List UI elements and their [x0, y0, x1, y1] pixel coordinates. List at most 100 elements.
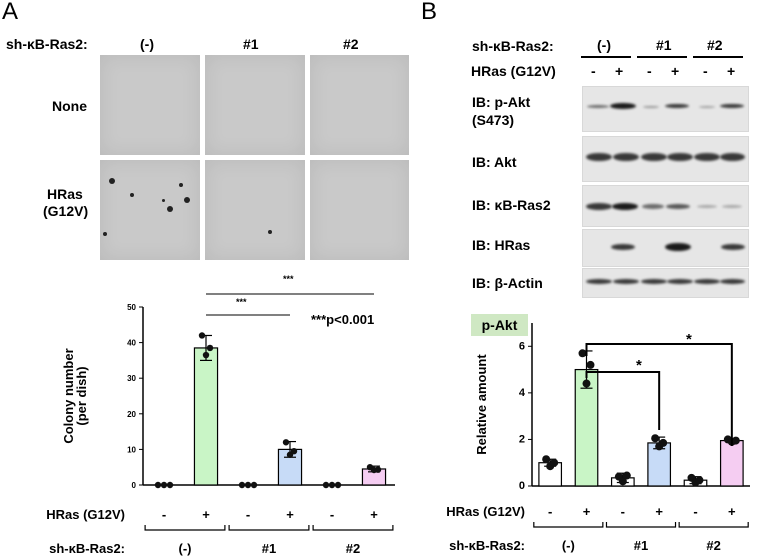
y-tick-label: 0	[519, 480, 525, 492]
panel-b-group-label: #2	[707, 37, 723, 53]
colony-photo	[310, 160, 409, 260]
blot-label: IB: β-Actin	[472, 275, 543, 291]
data-point	[695, 476, 704, 485]
y-tick-label: 10	[127, 445, 136, 454]
sign-label: -	[162, 507, 166, 522]
y-tick-label: 20	[127, 410, 136, 419]
group-bracket	[312, 525, 394, 531]
blot-band	[587, 105, 609, 108]
group-label: #1	[634, 538, 648, 553]
blot-band	[694, 279, 720, 284]
colony-dot	[184, 197, 190, 203]
blot-band	[613, 153, 639, 161]
blot-label: IB: p-Akt	[472, 94, 531, 110]
data-point	[618, 477, 627, 486]
blot-band	[699, 106, 715, 108]
sign-label: -	[647, 63, 652, 79]
p-akt-tag: p-Akt	[471, 314, 528, 336]
bar	[719, 439, 744, 487]
group-bracket	[144, 525, 226, 531]
group-label: #2	[706, 538, 720, 553]
group-bracket	[533, 522, 604, 528]
blot-label: IB: HRas	[472, 237, 531, 253]
data-point	[206, 344, 214, 352]
data-point	[731, 436, 740, 445]
sign-label: -	[246, 507, 250, 522]
y-tick-label: 50	[127, 303, 136, 312]
y-tick-label: 6	[519, 340, 525, 352]
sign-label: +	[286, 507, 294, 522]
sign-label: +	[727, 63, 736, 79]
blot-label: IB: κB-Ras2	[472, 197, 551, 213]
data-point	[651, 434, 660, 443]
sign-label: -	[693, 504, 697, 519]
blot-band	[666, 204, 690, 209]
blot-band	[641, 279, 667, 284]
colony-dot	[162, 199, 165, 202]
significance-stars: ***	[236, 297, 247, 307]
colony-photo	[100, 55, 200, 155]
data-point	[550, 458, 559, 467]
blot-band	[665, 243, 691, 251]
sign-label: -	[591, 63, 596, 79]
data-point	[154, 481, 162, 489]
panel-a-row-label: None	[52, 98, 87, 114]
data-point	[659, 438, 668, 447]
y-axis-label: Relative amount	[474, 354, 489, 455]
significance-bracket	[585, 343, 733, 446]
significance-stars: ***	[283, 274, 294, 284]
y-tick-label: 4	[519, 387, 526, 399]
group-bar	[581, 56, 631, 58]
colony-dot	[109, 178, 115, 184]
blot-band	[643, 106, 659, 108]
blot-band	[694, 153, 720, 161]
data-point	[244, 481, 252, 489]
sign-label: -	[621, 504, 625, 519]
y-tick-label: 30	[127, 374, 136, 383]
colony-photo	[205, 160, 305, 260]
data-point	[166, 481, 174, 489]
blot-band	[722, 205, 742, 208]
data-point	[578, 349, 587, 358]
significance-bracket	[585, 371, 661, 430]
sign-label: +	[655, 504, 663, 519]
panel-b-group-label: (-)	[597, 37, 611, 53]
blot-band	[667, 153, 693, 161]
data-point	[582, 379, 591, 388]
colony-photo	[310, 55, 409, 155]
blot-band	[665, 104, 689, 108]
significance-stars: *	[636, 357, 642, 374]
row-label: sh-κB-Ras2:	[449, 538, 525, 553]
data-point	[160, 481, 168, 489]
blot-band	[720, 153, 745, 161]
bar	[193, 347, 219, 486]
panel-a-col-label: (-)	[140, 36, 154, 52]
blot-band	[720, 104, 744, 108]
group-label: #2	[346, 541, 360, 556]
panel-a-row-label: HRas	[47, 186, 83, 202]
blot-band	[586, 279, 612, 284]
data-point	[238, 481, 246, 489]
panel-b-group-label: #1	[656, 37, 672, 53]
panel-a-letter: A	[2, 0, 19, 25]
group-label: (-)	[562, 538, 575, 553]
data-point	[586, 360, 595, 369]
y-tick-label: 40	[127, 339, 136, 348]
sign-label: -	[548, 504, 552, 519]
sign-label: -	[703, 63, 708, 79]
group-bar	[637, 56, 687, 58]
sign-label: +	[583, 504, 591, 519]
blot-band	[586, 153, 612, 161]
row-label: HRas (G12V)	[46, 507, 125, 522]
data-point	[290, 447, 298, 455]
panel-b-letter: B	[421, 0, 438, 25]
data-point	[322, 481, 330, 489]
colony-photo	[205, 55, 305, 155]
blot-band	[611, 244, 635, 250]
colony-dot	[179, 183, 183, 187]
data-point	[282, 439, 290, 446]
panel-b-sh-label: sh-κB-Ras2:	[472, 38, 554, 54]
blot-label: IB: Akt	[472, 154, 517, 170]
blot-band	[642, 204, 664, 209]
blot-band	[613, 279, 639, 284]
